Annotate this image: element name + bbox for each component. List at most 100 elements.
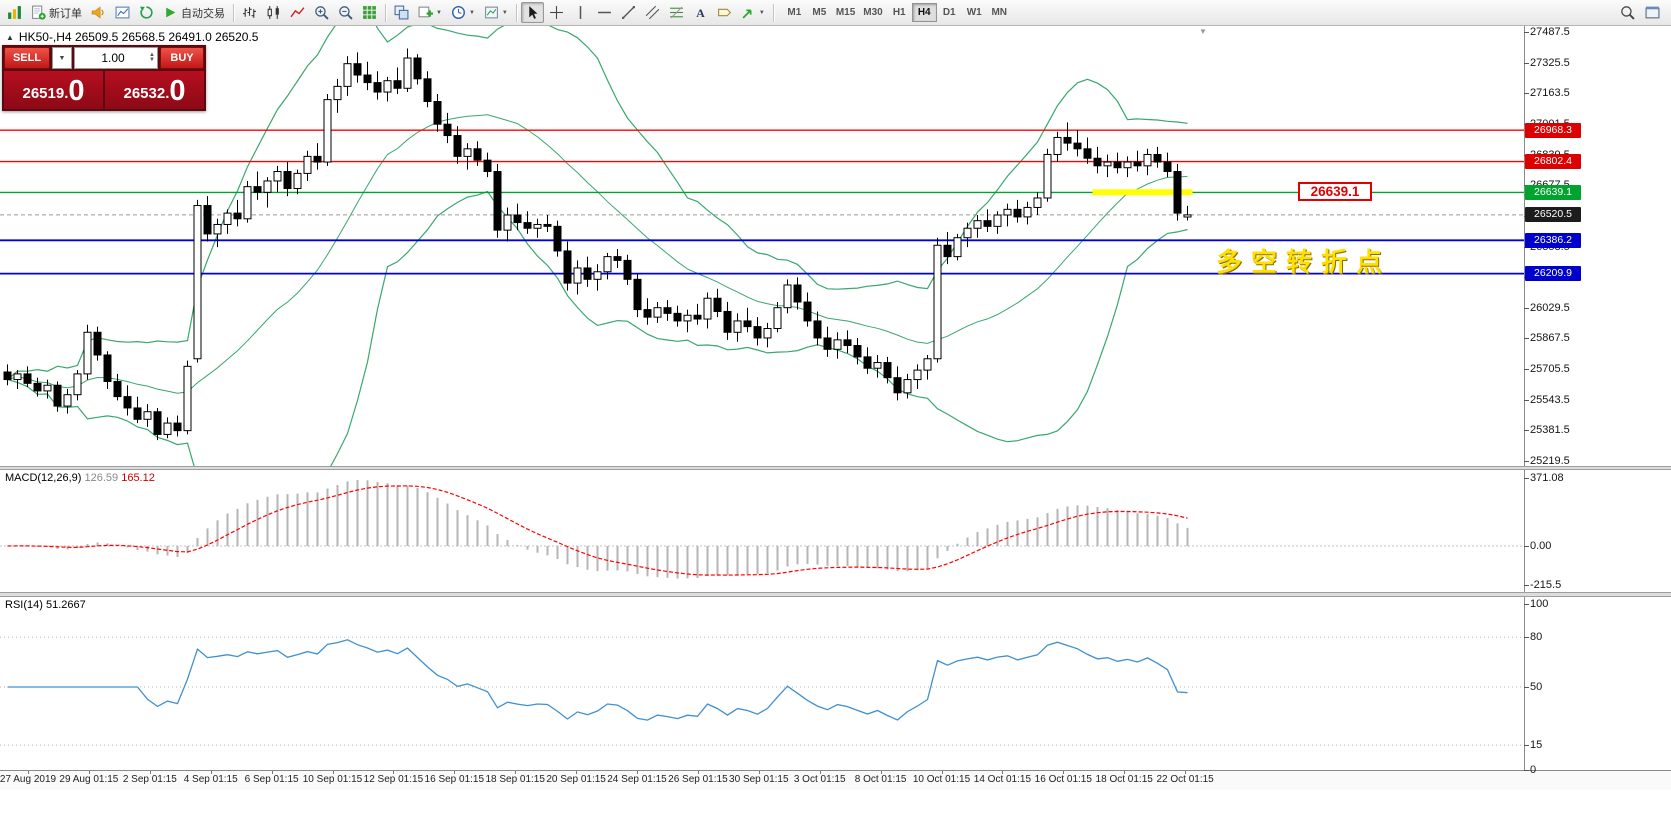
timeframe-button-m1[interactable]: M1 xyxy=(787,7,802,18)
arrows-tool-button[interactable]: ▼ xyxy=(737,2,769,23)
tile-windows-icon[interactable] xyxy=(390,2,413,23)
bollinger-lower-band xyxy=(7,190,1188,466)
play-icon xyxy=(166,7,176,18)
new-order-button[interactable]: 新订单 xyxy=(27,2,86,23)
new-chart-button[interactable]: ▼ xyxy=(414,2,446,23)
volume-input[interactable]: 1.00 ▲ ▼ xyxy=(74,47,158,69)
time-axis[interactable] xyxy=(0,770,1671,790)
date-label: 22 Oct 01:15 xyxy=(1156,774,1214,785)
periods-button[interactable]: ▼ xyxy=(447,2,479,23)
line-chart-icon[interactable] xyxy=(286,2,309,23)
buy-button[interactable]: BUY xyxy=(160,47,204,69)
date-label: 6 Sep 01:15 xyxy=(244,774,299,785)
price-line-tag: 26968.3 xyxy=(1525,122,1581,138)
price-line-tag: 26520.5 xyxy=(1525,207,1581,223)
timeframe-button-m5[interactable]: M5 xyxy=(812,7,827,18)
macd-axis-label: 371.08 xyxy=(1530,472,1564,484)
date-label: 16 Oct 01:15 xyxy=(1034,774,1092,785)
timeframe-button-m30[interactable]: M30 xyxy=(863,7,883,18)
macd-axis-tick xyxy=(1524,478,1529,479)
rsi-panel[interactable] xyxy=(0,597,1524,770)
search-icon[interactable] xyxy=(1616,2,1639,23)
trade-panel-prices: 26519. 0 26532. 0 xyxy=(4,71,204,109)
cursor-tool-button[interactable] xyxy=(520,2,544,23)
turning-point-annotation[interactable]: 多空转折点 xyxy=(1216,247,1392,277)
date-label: 16 Sep 01:15 xyxy=(424,774,485,785)
macd-axis-tick xyxy=(1524,585,1529,587)
zoom-out-icon[interactable] xyxy=(334,2,357,23)
macd-panel[interactable] xyxy=(0,470,1524,592)
text-tool-button[interactable]: A xyxy=(689,2,712,23)
crosshair-tool-button[interactable] xyxy=(545,2,568,23)
toolbar-separator xyxy=(233,3,234,22)
zoom-in-icon[interactable] xyxy=(310,2,333,23)
bar-chart-icon[interactable] xyxy=(238,2,261,23)
label-icon xyxy=(717,8,732,17)
trendline-tool-button[interactable] xyxy=(617,2,640,23)
price-axis-tick xyxy=(1524,369,1529,371)
macd-value-main: 126.59 xyxy=(84,472,119,484)
timeframe-button-d1[interactable]: D1 xyxy=(942,7,956,18)
new-order-label: 新订单 xyxy=(49,7,82,20)
chart-template-button[interactable]: ▼ xyxy=(480,2,512,23)
date-tick xyxy=(697,771,699,774)
date-tick xyxy=(210,771,212,774)
spin-up-icon[interactable]: ▲ xyxy=(149,52,155,58)
price-line-tag: 26639.1 xyxy=(1525,184,1581,200)
chart-shift-marker[interactable]: ▼ xyxy=(1199,27,1207,36)
trade-panel-controls: SELL ▼ 1.00 ▲ ▼ BUY xyxy=(4,47,204,69)
price-axis-tick xyxy=(1524,461,1529,462)
spin-down-icon[interactable]: ▼ xyxy=(149,57,155,63)
bollinger-upper-band xyxy=(7,26,1188,381)
new-order-icon xyxy=(32,5,46,20)
candlestick-chart-icon[interactable] xyxy=(262,2,285,23)
sell-button[interactable]: SELL xyxy=(4,47,50,69)
date-label: 26 Sep 01:15 xyxy=(668,774,728,785)
panel-splitter[interactable] xyxy=(0,592,1671,597)
rsi-axis-tick xyxy=(1524,770,1529,771)
timeframe-button-h4[interactable]: H4 xyxy=(911,3,937,22)
date-tick xyxy=(393,771,395,774)
market-watch-icon[interactable] xyxy=(111,2,134,23)
autotrading-button[interactable]: 自动交易 xyxy=(159,2,229,23)
date-tick xyxy=(1124,771,1126,774)
timeframe-button-h1[interactable]: H1 xyxy=(892,7,906,18)
price-axis-border xyxy=(1524,26,1525,770)
sell-price[interactable]: 26519. 0 xyxy=(4,71,103,109)
toolbar-separator xyxy=(772,3,774,22)
volume-stepper[interactable]: ▲ ▼ xyxy=(149,52,155,63)
timeframe-button-m15[interactable]: M15 xyxy=(835,7,856,18)
windows-icon[interactable] xyxy=(1641,2,1664,23)
text-label-tool-button[interactable] xyxy=(713,2,736,23)
timeframe-button-mn[interactable]: MN xyxy=(991,7,1007,18)
chevron-down-icon: ▼ xyxy=(436,9,442,16)
horizontal-line-tool-button[interactable] xyxy=(593,2,616,23)
buy-price-small: 26532. xyxy=(123,85,170,102)
date-tick xyxy=(332,771,334,774)
price-axis-tick xyxy=(1524,338,1529,340)
announcement-icon[interactable] xyxy=(87,2,110,23)
date-label: 18 Oct 01:15 xyxy=(1095,774,1153,785)
toolbar-right-group xyxy=(1616,2,1668,23)
price-axis-label: 27325.5 xyxy=(1530,56,1570,69)
refresh-icon[interactable] xyxy=(135,2,158,23)
date-tick xyxy=(149,771,151,774)
order-type-dropdown[interactable]: ▼ xyxy=(52,47,72,69)
timeframe-button-w1[interactable]: W1 xyxy=(966,7,982,18)
panel-splitter[interactable] xyxy=(0,466,1671,470)
autotrading-label: 自动交易 xyxy=(181,7,225,20)
fibonacci-tool-button[interactable] xyxy=(665,2,688,23)
date-tick xyxy=(819,771,821,774)
auto-arrange-icon[interactable] xyxy=(358,2,381,23)
rsi-axis-label: 100 xyxy=(1530,598,1549,610)
rsi-axis-label: 80 xyxy=(1530,631,1543,644)
buy-price[interactable]: 26532. 0 xyxy=(105,71,204,109)
date-label: 29 Aug 01:15 xyxy=(59,774,119,785)
price-chart[interactable] xyxy=(0,26,1524,466)
rsi-axis-label: 15 xyxy=(1530,739,1543,752)
date-tick xyxy=(758,771,760,774)
level-price-annotation[interactable]: 26639.1 xyxy=(1298,182,1372,201)
channel-tool-button[interactable] xyxy=(641,2,664,23)
vertical-line-tool-button[interactable] xyxy=(569,2,592,23)
